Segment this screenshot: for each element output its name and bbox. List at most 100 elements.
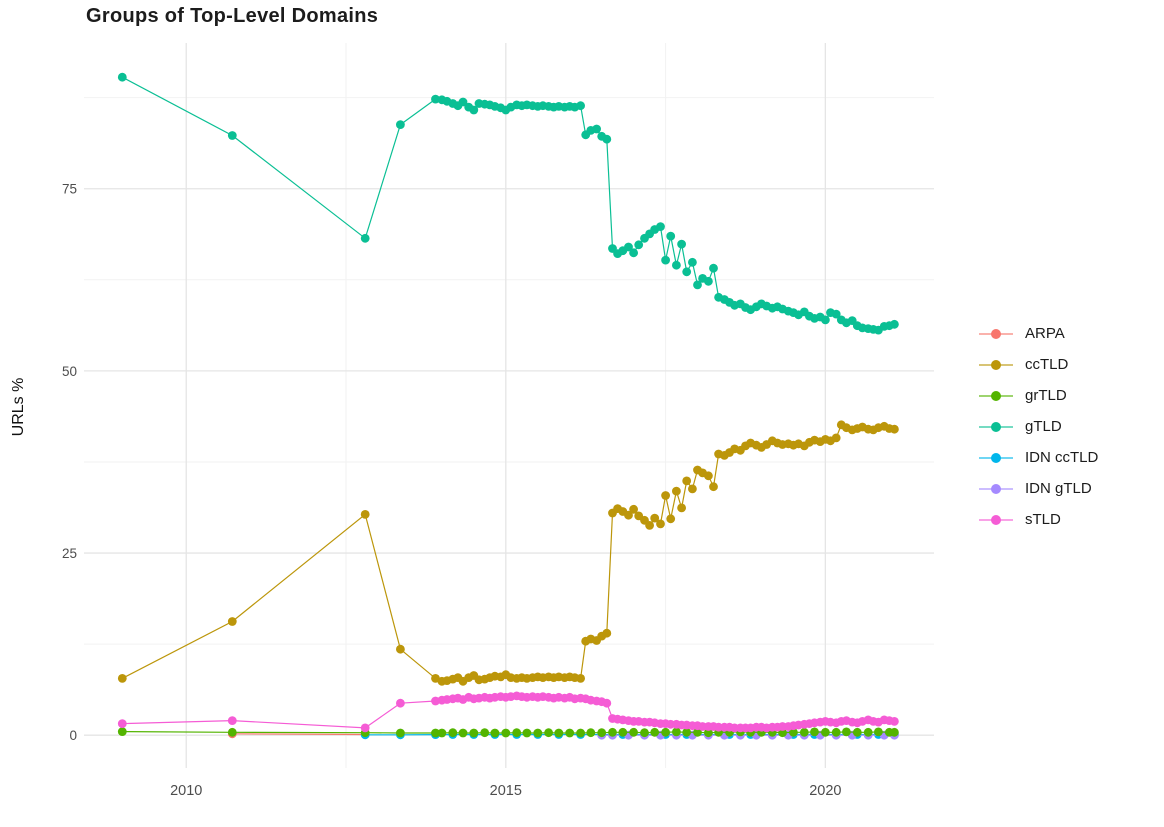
data-point: [709, 263, 718, 273]
data-point: [831, 727, 841, 737]
data-point: [677, 239, 686, 249]
series-arpa: [227, 729, 370, 739]
data-point: [117, 72, 127, 82]
series-stld: [117, 691, 899, 733]
data-point: [789, 727, 798, 737]
data-point: [117, 719, 127, 728]
data-point: [117, 727, 127, 736]
data-point: [661, 255, 670, 265]
data-point: [592, 124, 601, 134]
data-point: [799, 727, 809, 737]
data-point: [431, 696, 440, 706]
legend-label: grTLD: [1025, 387, 1067, 404]
data-point: [227, 716, 237, 725]
data-point: [672, 486, 681, 496]
legend-item-arpa: ARPA: [979, 318, 1098, 349]
data-point: [360, 723, 370, 733]
data-point: [634, 240, 644, 250]
x-tick-label: 2015: [490, 783, 522, 799]
data-point: [650, 513, 660, 523]
legend-key-icon: [979, 359, 1013, 370]
legend-label: gTLD: [1025, 418, 1062, 435]
data-point: [227, 617, 237, 626]
legend: ARPA ccTLD grTLD gTLD IDN ccTLD IDN gTLD sTLD: [979, 318, 1098, 535]
legend-item-idn-gtld: IDN gTLD: [979, 473, 1098, 504]
legend-item-idn-cctld: IDN ccTLD: [979, 442, 1098, 473]
data-point: [821, 315, 830, 325]
data-point: [661, 727, 670, 737]
legend-label: IDN gTLD: [1025, 480, 1092, 497]
legend-item-cctld: ccTLD: [979, 349, 1098, 380]
data-point: [704, 276, 713, 286]
data-point: [650, 727, 660, 737]
legend-key-icon: [979, 483, 1013, 494]
data-point: [874, 727, 883, 737]
data-point: [586, 728, 596, 738]
data-point: [431, 94, 440, 104]
legend-key-icon: [979, 421, 1013, 432]
data-point: [458, 728, 468, 738]
data-point: [890, 727, 899, 737]
series-line: [122, 76, 895, 331]
series-grtld: [117, 727, 899, 738]
legend-key-icon: [979, 390, 1013, 401]
data-point: [677, 503, 686, 513]
data-point: [624, 242, 633, 252]
data-point: [602, 628, 612, 638]
data-point: [842, 727, 851, 737]
data-point: [618, 727, 628, 737]
data-point: [656, 519, 665, 529]
data-point: [661, 491, 670, 500]
legend-label: ccTLD: [1025, 356, 1069, 373]
data-point: [640, 728, 649, 738]
data-point: [672, 727, 681, 737]
data-point: [602, 698, 612, 708]
axis-tick-labels: 0 25 50 75 2010 2015 2020: [62, 182, 842, 799]
data-point: [645, 521, 654, 530]
data-point: [890, 717, 899, 726]
legend-item-stld: sTLD: [979, 504, 1098, 535]
data-point: [512, 728, 522, 738]
data-point: [448, 728, 458, 738]
data-point: [672, 260, 681, 270]
data-point: [693, 280, 702, 290]
data-point: [852, 727, 862, 737]
data-point: [480, 728, 490, 738]
legend-label: IDN ccTLD: [1025, 449, 1099, 466]
data-point: [431, 728, 440, 738]
legend-key-icon: [979, 514, 1013, 525]
data-point: [117, 674, 127, 683]
data-point: [693, 727, 702, 737]
data-point: [533, 728, 543, 738]
data-point: [624, 510, 633, 520]
data-point: [704, 728, 713, 738]
legend-key-icon: [979, 452, 1013, 463]
data-point: [666, 231, 676, 241]
data-point: [890, 319, 899, 329]
data-point: [227, 727, 237, 737]
data-point: [554, 728, 564, 738]
series-cctld: [117, 420, 899, 686]
series-line: [232, 733, 366, 736]
data-point: [629, 504, 638, 514]
legend-label: sTLD: [1025, 511, 1061, 528]
data-point: [458, 97, 468, 107]
legend-label: ARPA: [1025, 325, 1065, 342]
data-point: [565, 728, 575, 738]
legend-key-icon: [979, 328, 1013, 339]
data-point: [469, 105, 479, 115]
data-point: [629, 248, 638, 258]
y-tick-label: 25: [62, 546, 77, 561]
legend-item-gtld: gTLD: [979, 411, 1098, 442]
data-point: [656, 222, 665, 232]
data-point: [831, 433, 841, 443]
x-tick-label: 2010: [170, 783, 202, 799]
data-point: [688, 257, 697, 267]
data-point: [863, 727, 873, 737]
data-point: [831, 309, 841, 319]
data-point: [576, 728, 585, 738]
data-point: [396, 120, 405, 129]
data-point: [490, 728, 500, 738]
